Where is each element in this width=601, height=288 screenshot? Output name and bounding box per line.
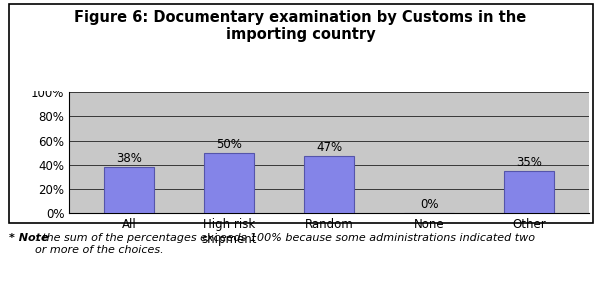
Text: 0%: 0% xyxy=(419,198,438,211)
Text: 47%: 47% xyxy=(316,141,342,154)
Bar xyxy=(504,171,554,213)
Text: : the sum of the percentages exceeds 100% because some administrations indicated: : the sum of the percentages exceeds 100… xyxy=(35,233,535,255)
Text: 50%: 50% xyxy=(216,138,242,151)
Text: * Note: * Note xyxy=(9,233,49,243)
Bar xyxy=(104,167,154,213)
Text: 38%: 38% xyxy=(116,152,142,165)
Bar xyxy=(304,156,354,213)
Bar xyxy=(204,153,254,213)
Text: Figure 6: Documentary examination by Customs in the
importing country: Figure 6: Documentary examination by Cus… xyxy=(75,10,526,42)
Text: 35%: 35% xyxy=(516,156,542,169)
